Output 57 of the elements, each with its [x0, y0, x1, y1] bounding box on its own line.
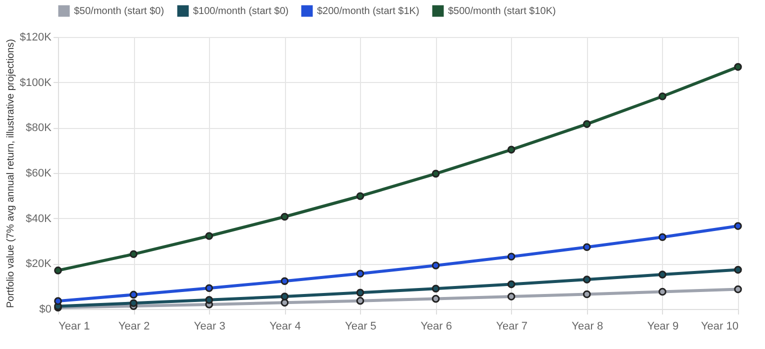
legend-label: $500/month (start $10K)	[448, 6, 556, 17]
point	[356, 270, 364, 278]
x-tick-label: Year 6	[420, 320, 452, 332]
point	[582, 243, 591, 252]
legend-label: $100/month (start $0)	[193, 6, 289, 17]
point	[507, 280, 516, 288]
point	[356, 296, 364, 305]
point	[280, 292, 289, 300]
legend-label: $200/month (start $1K)	[317, 6, 420, 17]
x-tick-label: Year 9	[647, 320, 679, 332]
legend-label: $50/month (start $0)	[74, 6, 164, 17]
point	[582, 290, 591, 298]
point	[432, 284, 440, 293]
point	[205, 296, 214, 304]
point	[205, 232, 214, 240]
point	[54, 297, 62, 305]
point	[205, 284, 214, 292]
y-tick-label: $100K	[20, 76, 52, 89]
point	[658, 288, 666, 296]
y-tick-label: $60K	[26, 168, 52, 180]
point	[734, 285, 742, 294]
point	[432, 262, 440, 270]
y-tick-label: $40K	[26, 212, 52, 225]
point	[658, 92, 666, 100]
x-tick-label: Year 8	[572, 320, 604, 332]
point	[356, 192, 364, 200]
point	[130, 299, 138, 308]
point	[432, 170, 440, 178]
point	[54, 266, 62, 274]
x-tick-label: Year 5	[345, 320, 376, 332]
y-tick-label: $20K	[26, 258, 52, 270]
y-tick-label: $80K	[26, 122, 52, 134]
y-axis-title: Portfolio value (7% avg annual return, illustrative projections)	[6, 38, 17, 308]
point	[507, 252, 516, 261]
point	[130, 290, 138, 299]
y-tick-label: $120K	[20, 32, 52, 44]
x-tick-label: Year 10	[700, 320, 738, 332]
point	[507, 292, 516, 300]
point	[582, 276, 591, 284]
x-tick-label: Year 1	[58, 320, 90, 332]
x-tick-label: Year 3	[194, 320, 226, 332]
point	[130, 250, 138, 258]
point	[432, 294, 440, 303]
point	[582, 120, 591, 128]
point	[356, 288, 364, 297]
point	[280, 277, 289, 286]
point	[658, 233, 666, 242]
x-tick-label: Year 4	[269, 320, 301, 332]
y-tick-label: $0	[39, 304, 52, 316]
point	[734, 266, 742, 274]
x-tick-label: Year 2	[118, 320, 150, 332]
point	[734, 63, 742, 71]
x-tick-label: Year 7	[496, 320, 528, 332]
point	[507, 146, 516, 154]
point	[658, 270, 666, 278]
point	[280, 212, 289, 221]
point	[734, 222, 742, 230]
